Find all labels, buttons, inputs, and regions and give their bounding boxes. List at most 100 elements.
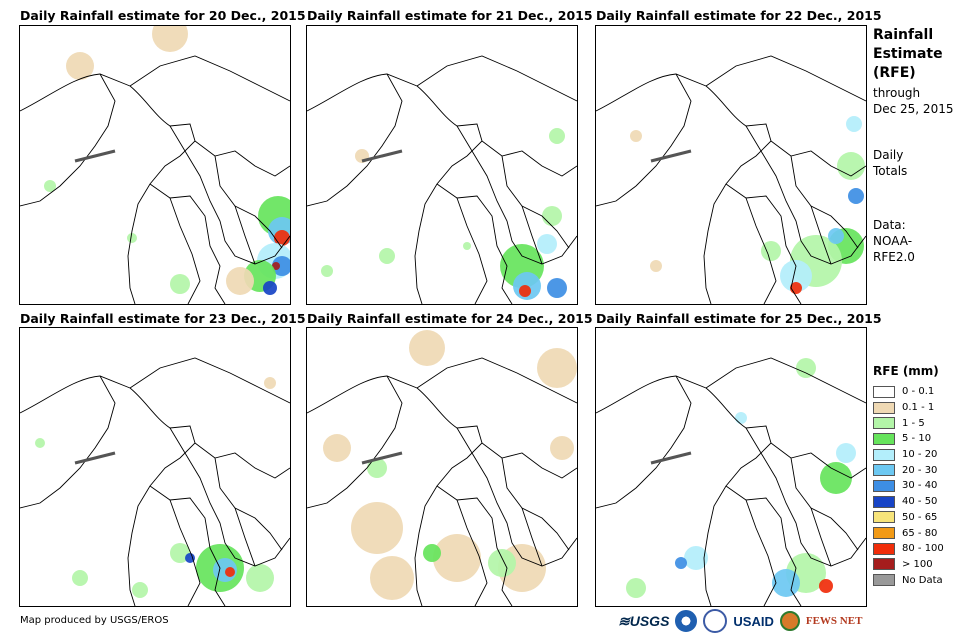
country-boundary bbox=[194, 442, 290, 479]
country-boundary bbox=[214, 155, 283, 249]
coast-segment bbox=[74, 149, 116, 163]
legend-row: 0.1 - 1 bbox=[873, 400, 965, 416]
rain-patch bbox=[549, 128, 565, 144]
rain-patch bbox=[409, 330, 445, 366]
legend-row: 80 - 100 bbox=[873, 541, 965, 557]
rain-patch bbox=[66, 52, 94, 80]
legend-row: 40 - 50 bbox=[873, 494, 965, 510]
rain-patch bbox=[820, 462, 852, 494]
country-boundary bbox=[149, 485, 226, 606]
legend-row: 65 - 80 bbox=[873, 525, 965, 541]
legend-row: > 100 bbox=[873, 557, 965, 573]
rainfall-map-panel-4 bbox=[19, 327, 291, 607]
seal-icon bbox=[703, 609, 728, 633]
rain-patch bbox=[379, 248, 395, 264]
country-boundary bbox=[194, 140, 290, 177]
legend-swatch bbox=[873, 527, 895, 540]
legend-swatch bbox=[873, 511, 895, 524]
country-boundary bbox=[436, 183, 513, 304]
rain-patch bbox=[547, 278, 567, 298]
country-boundary bbox=[770, 442, 866, 479]
country-boundary bbox=[745, 427, 866, 567]
panel-title-3: Daily Rainfall estimate for 22 Dec., 201… bbox=[596, 8, 882, 23]
rain-patch bbox=[321, 265, 333, 277]
usgs-logo: ≋USGS bbox=[618, 612, 670, 629]
legend-swatch bbox=[873, 542, 895, 555]
legend-swatch bbox=[873, 385, 895, 398]
rain-patch bbox=[735, 412, 747, 424]
rain-patch bbox=[367, 458, 387, 478]
rain-patch bbox=[127, 233, 137, 243]
rain-patch bbox=[650, 260, 662, 272]
country-boundary bbox=[501, 457, 570, 551]
coast-segment bbox=[74, 451, 116, 465]
rain-patch bbox=[537, 348, 577, 388]
rain-patch bbox=[272, 262, 280, 270]
rain-patch bbox=[323, 434, 351, 462]
country-boundary bbox=[169, 197, 201, 304]
rain-patch bbox=[225, 567, 235, 577]
legend-swatch bbox=[873, 574, 895, 587]
legend-row: 20 - 30 bbox=[873, 462, 965, 478]
country-boundary bbox=[129, 357, 290, 404]
legend-row: 5 - 10 bbox=[873, 431, 965, 447]
legend-row: 10 - 20 bbox=[873, 447, 965, 463]
map-info-sidebar: Rainfall Estimate (RFE) through Dec 25, … bbox=[873, 26, 965, 265]
country-boundary bbox=[214, 457, 283, 551]
rain-patch bbox=[836, 443, 856, 463]
rain-patch bbox=[761, 241, 781, 261]
country-boundary bbox=[770, 140, 866, 177]
legend-label: > 100 bbox=[902, 558, 933, 570]
rainfall-map-panel-5 bbox=[306, 327, 578, 607]
title-line-3: (RFE) bbox=[873, 65, 916, 81]
rain-patch bbox=[772, 569, 800, 597]
country-boundary bbox=[234, 205, 256, 265]
rainfall-map-4 bbox=[20, 357, 290, 606]
rain-patch bbox=[132, 582, 148, 598]
legend-row: 0 - 0.1 bbox=[873, 384, 965, 400]
data-line-1: Data: bbox=[873, 218, 906, 232]
country-boundary bbox=[20, 375, 196, 606]
fews-net-logo: FEWS NET bbox=[805, 615, 863, 627]
country-boundary bbox=[169, 427, 290, 567]
rain-patch bbox=[44, 180, 56, 192]
rainfall-map-3 bbox=[596, 55, 866, 304]
legend-title: RFE (mm) bbox=[873, 364, 939, 378]
daily-line-2: Totals bbox=[873, 164, 908, 178]
rain-patch bbox=[72, 570, 88, 586]
rainfall-map-panel-2 bbox=[306, 25, 578, 305]
coast-segment bbox=[650, 149, 692, 163]
rain-patch bbox=[351, 502, 403, 554]
country-boundary bbox=[745, 125, 866, 265]
rain-patch bbox=[264, 377, 276, 389]
legend-swatch bbox=[873, 558, 895, 571]
rain-patch bbox=[819, 579, 833, 593]
country-boundary bbox=[501, 155, 570, 249]
country-boundary bbox=[20, 375, 116, 509]
rain-patch bbox=[828, 228, 844, 244]
legend-label: No Data bbox=[902, 574, 943, 586]
title-line-2: Estimate bbox=[873, 46, 943, 62]
panel-title-1: Daily Rainfall estimate for 20 Dec., 201… bbox=[20, 8, 306, 23]
country-boundary bbox=[234, 507, 256, 567]
rainfall-map-panel-1 bbox=[19, 25, 291, 305]
rain-patch bbox=[675, 557, 687, 569]
rain-patch bbox=[370, 556, 414, 600]
rain-patch bbox=[463, 242, 471, 250]
country-boundary bbox=[169, 125, 290, 265]
country-boundary bbox=[810, 205, 832, 265]
legend-swatch bbox=[873, 432, 895, 445]
noaa-logo-icon bbox=[675, 610, 698, 632]
country-boundary bbox=[481, 442, 577, 479]
country-boundary bbox=[20, 73, 116, 207]
rain-patch bbox=[272, 256, 290, 276]
rainfall-map-2 bbox=[307, 55, 577, 304]
rain-patch bbox=[152, 26, 188, 52]
country-boundary bbox=[456, 197, 488, 304]
legend-label: 0 - 0.1 bbox=[902, 386, 935, 398]
legend-label: 40 - 50 bbox=[902, 496, 938, 508]
rainfall-map-5 bbox=[307, 330, 577, 606]
rfe-legend: RFE (mm) 0 - 0.1 0.1 - 1 1 - 5 5 - 10 10 - 2… bbox=[873, 364, 965, 588]
daily-line-1: Daily bbox=[873, 148, 904, 162]
legend-row: 50 - 65 bbox=[873, 510, 965, 526]
